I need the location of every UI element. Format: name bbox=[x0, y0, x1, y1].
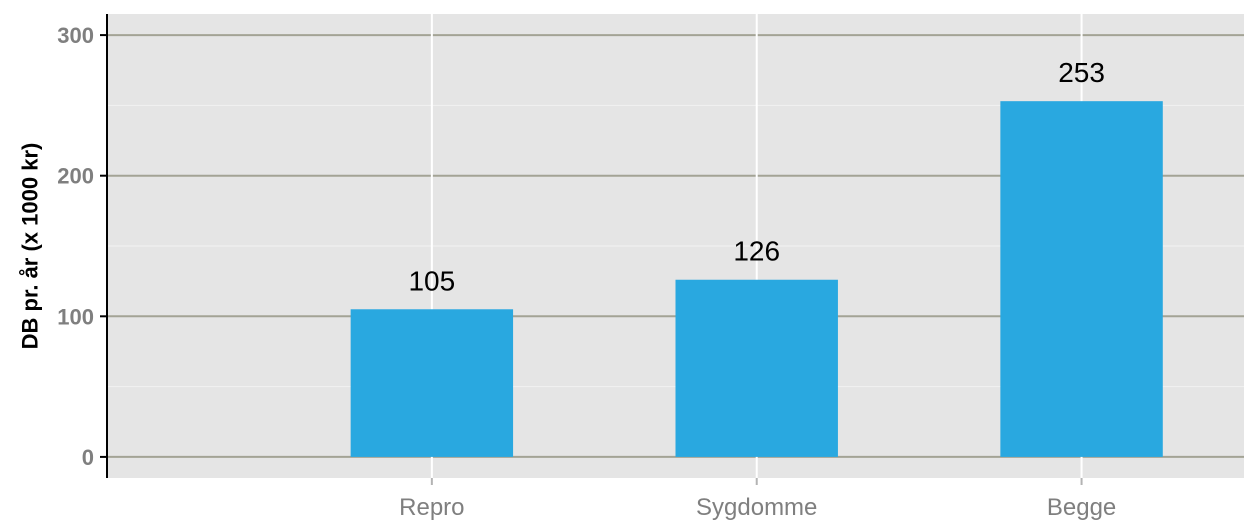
y-axis-label: DB pr. år (x 1000 kr) bbox=[18, 143, 43, 350]
x-tick-label: Begge bbox=[1047, 494, 1116, 521]
y-tick-label: 0 bbox=[82, 445, 94, 470]
bar bbox=[675, 279, 838, 457]
bar bbox=[1000, 101, 1163, 457]
x-tick-label: Repro bbox=[399, 494, 464, 521]
y-tick-label: 200 bbox=[57, 164, 94, 189]
bars bbox=[350, 101, 1163, 457]
y-axis-ticks: 0 100 200 300 bbox=[57, 23, 107, 470]
data-label: 105 bbox=[408, 265, 455, 296]
data-label: 126 bbox=[733, 236, 780, 267]
data-labels: 105 126 253 bbox=[408, 57, 1104, 296]
data-label: 253 bbox=[1058, 57, 1105, 88]
bar bbox=[350, 309, 514, 457]
x-tick-label: Sygdomme bbox=[696, 494, 817, 521]
y-tick-label: 300 bbox=[57, 23, 94, 48]
y-tick-label: 100 bbox=[57, 304, 94, 329]
x-axis-ticks: Repro Sygdomme Begge bbox=[399, 478, 1116, 521]
